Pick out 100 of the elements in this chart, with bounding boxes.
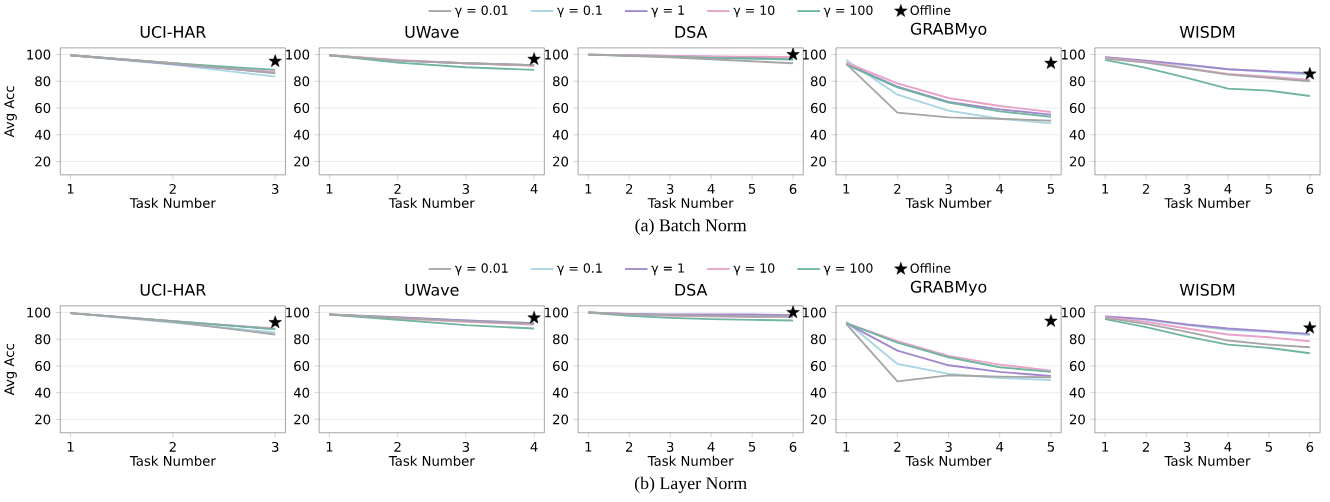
y-tick-label: 60: [294, 360, 310, 371]
y-tick-label: 20: [294, 414, 310, 425]
x-tick-label: 4: [996, 441, 1004, 452]
y-tick-label: 80: [810, 76, 826, 87]
chart-title: UCI-HAR: [140, 25, 206, 38]
x-tick-label: 1: [843, 441, 850, 452]
legend-label: Offline: [910, 5, 951, 15]
y-tick-label: 100: [545, 307, 569, 318]
x-tick-label: 2: [394, 441, 401, 452]
x-tick-label: 1: [326, 441, 333, 452]
legend-label: γ = 1: [651, 263, 684, 276]
y-tick-label: 80: [294, 334, 310, 345]
chart-title: DSA: [675, 283, 708, 296]
y-tick-label: 80: [1069, 76, 1085, 87]
y-tick-label: 100: [286, 49, 310, 60]
x-tick-label: 4: [707, 183, 715, 194]
chart-title: UWave: [405, 283, 459, 296]
y-tick-label: 60: [553, 360, 569, 371]
x-tick-label: 3: [945, 441, 952, 452]
x-tick-label: 3: [462, 183, 470, 194]
y-tick-label: 60: [1069, 360, 1085, 371]
x-tick-label: 1: [843, 183, 850, 194]
x-tick-label: 6: [789, 183, 797, 194]
x-axis-title: Task Number: [905, 455, 992, 466]
y-tick-label: 20: [1069, 156, 1085, 167]
x-tick-label: 1: [1102, 183, 1109, 194]
text: (b) Layer Norm: [634, 476, 747, 493]
x-axis-title: Task Number: [388, 197, 475, 208]
x-tick-label: 2: [626, 441, 633, 452]
x-axis-title: Task Number: [388, 455, 475, 466]
x-tick-label: 3: [667, 441, 674, 452]
chart-title: UCI-HAR: [140, 283, 206, 296]
x-tick-label: 1: [585, 183, 592, 194]
x-axis-title: Task Number: [647, 455, 734, 466]
y-tick-label: 60: [1069, 102, 1085, 113]
x-tick-label: 2: [1142, 183, 1149, 194]
y-tick-label: 20: [294, 156, 310, 167]
x-tick-label: 5: [748, 183, 756, 194]
x-axis-title: Task Number: [647, 197, 734, 208]
legend-label: γ = 0.01: [454, 263, 508, 276]
y-tick-label: 80: [553, 334, 569, 345]
chart-title: WISDM: [1179, 283, 1235, 296]
y-tick-label: 80: [35, 334, 51, 345]
x-tick-label: 2: [1142, 441, 1149, 452]
x-axis-title: Task Number: [1164, 197, 1251, 208]
y-axis-title: Avg Acc: [4, 343, 17, 396]
x-axis-title: Task Number: [129, 455, 216, 466]
legend-label: γ = 1: [651, 5, 684, 18]
x-tick-label: 2: [894, 441, 901, 452]
x-tick-label: 2: [894, 183, 901, 194]
x-tick-label: 3: [1183, 441, 1191, 452]
x-tick-label: 2: [169, 183, 176, 194]
y-axis-title: Avg Acc: [4, 86, 17, 138]
y-tick-label: 40: [810, 129, 826, 140]
x-tick-label: 1: [67, 183, 74, 194]
legend-label: γ = 0.1: [557, 263, 602, 276]
y-tick-label: 100: [803, 49, 826, 60]
y-tick-label: 40: [293, 387, 310, 398]
y-tick-label: 100: [1061, 49, 1085, 60]
x-tick-label: 2: [626, 183, 633, 194]
x-tick-label: 4: [1224, 441, 1232, 452]
chart-title: UWave: [405, 26, 459, 38]
legend-label: γ = 0.01: [454, 5, 508, 18]
x-axis-title: Task Number: [1164, 455, 1251, 466]
x-tick-label: 1: [326, 183, 333, 194]
chart-title: GRABMyo: [910, 22, 987, 38]
x-axis-title: Task Number: [129, 197, 216, 208]
y-tick-label: 20: [553, 414, 569, 425]
x-tick-label: 3: [272, 441, 279, 452]
x-tick-label: 2: [169, 441, 176, 452]
y-tick-label: 100: [27, 307, 51, 318]
y-tick-label: 100: [545, 49, 569, 60]
legend-label: γ = 10: [733, 5, 775, 18]
y-tick-label: 40: [1069, 129, 1085, 140]
chart-title: DSA: [675, 25, 708, 38]
x-tick-label: 4: [530, 183, 538, 194]
y-tick-label: 100: [1061, 307, 1085, 318]
y-tick-label: 20: [35, 414, 51, 425]
x-tick-label: 2: [394, 183, 401, 194]
y-tick-label: 40: [293, 129, 310, 140]
x-tick-label: 3: [1183, 183, 1191, 194]
y-tick-label: 60: [35, 360, 51, 371]
x-tick-label: 1: [67, 441, 74, 452]
x-tick-label: 5: [748, 441, 756, 452]
y-tick-label: 40: [552, 387, 569, 398]
x-tick-label: 1: [1102, 441, 1109, 452]
y-tick-label: 60: [553, 102, 569, 113]
x-tick-label: 1: [585, 441, 592, 452]
legend-label: γ = 0.1: [557, 5, 602, 18]
x-tick-label: 3: [272, 183, 279, 194]
x-tick-label: 4: [707, 441, 715, 452]
chart-title: WISDM: [1179, 25, 1235, 38]
y-tick-label: 60: [810, 102, 826, 113]
y-tick-label: 80: [553, 76, 569, 87]
y-tick-label: 40: [34, 387, 51, 398]
x-tick-label: 3: [462, 441, 470, 452]
y-tick-label: 20: [1069, 414, 1085, 425]
y-tick-label: 80: [294, 76, 310, 87]
y-tick-label: 40: [552, 129, 569, 140]
x-axis-title: Task Number: [905, 197, 992, 208]
